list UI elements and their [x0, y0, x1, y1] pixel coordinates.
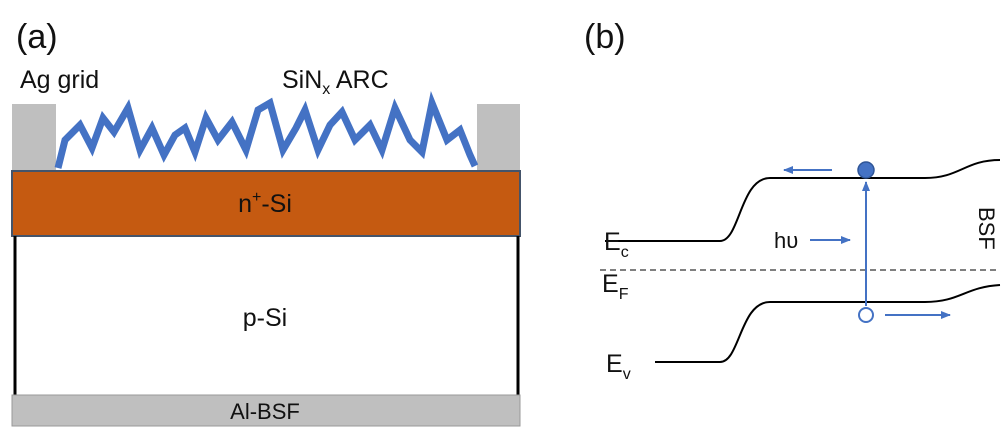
bsf-label: BSF — [974, 207, 999, 250]
panel-label: (a) — [16, 18, 58, 56]
conduction-band — [605, 160, 1000, 241]
n-rest: -Si — [261, 190, 292, 218]
electron — [858, 162, 874, 178]
arc-label: SiNx ARC — [282, 66, 389, 98]
ef-sub: F — [619, 286, 629, 303]
arc-rest: ARC — [330, 66, 388, 94]
ev-sub: v — [623, 366, 631, 383]
ev-label: Ev — [606, 350, 631, 383]
arc-sub: x — [322, 81, 330, 98]
panel-label: (b) — [584, 18, 626, 56]
ec-base: E — [604, 228, 621, 256]
n-layer-label: n+-Si — [238, 189, 292, 218]
panel-b: (b) Ec EF Ev hυ BSF — [584, 18, 1000, 383]
ag-contact — [477, 104, 520, 172]
figure: (a) Ag grid SiNx ARC n+-Si p-Si Al-BSF (… — [0, 0, 1006, 432]
back-contact-label: Al-BSF — [230, 399, 300, 424]
arc-texture — [58, 103, 475, 168]
ag-grid-label: Ag grid — [20, 66, 99, 94]
panel-a: (a) Ag grid SiNx ARC n+-Si p-Si Al-BSF — [12, 18, 520, 426]
ag-contact — [12, 104, 56, 172]
ev-base: E — [606, 350, 623, 378]
n-sup: + — [252, 189, 261, 206]
ec-label: Ec — [604, 228, 629, 261]
p-layer-label: p-Si — [243, 304, 287, 332]
photon-label: hυ — [774, 228, 798, 253]
ef-base: E — [602, 270, 619, 298]
valence-band — [655, 285, 1000, 362]
ec-sub: c — [621, 244, 629, 261]
n-base: n — [238, 190, 252, 218]
ef-label: EF — [602, 270, 629, 303]
hole — [859, 308, 873, 322]
arc-base: SiN — [282, 66, 322, 94]
